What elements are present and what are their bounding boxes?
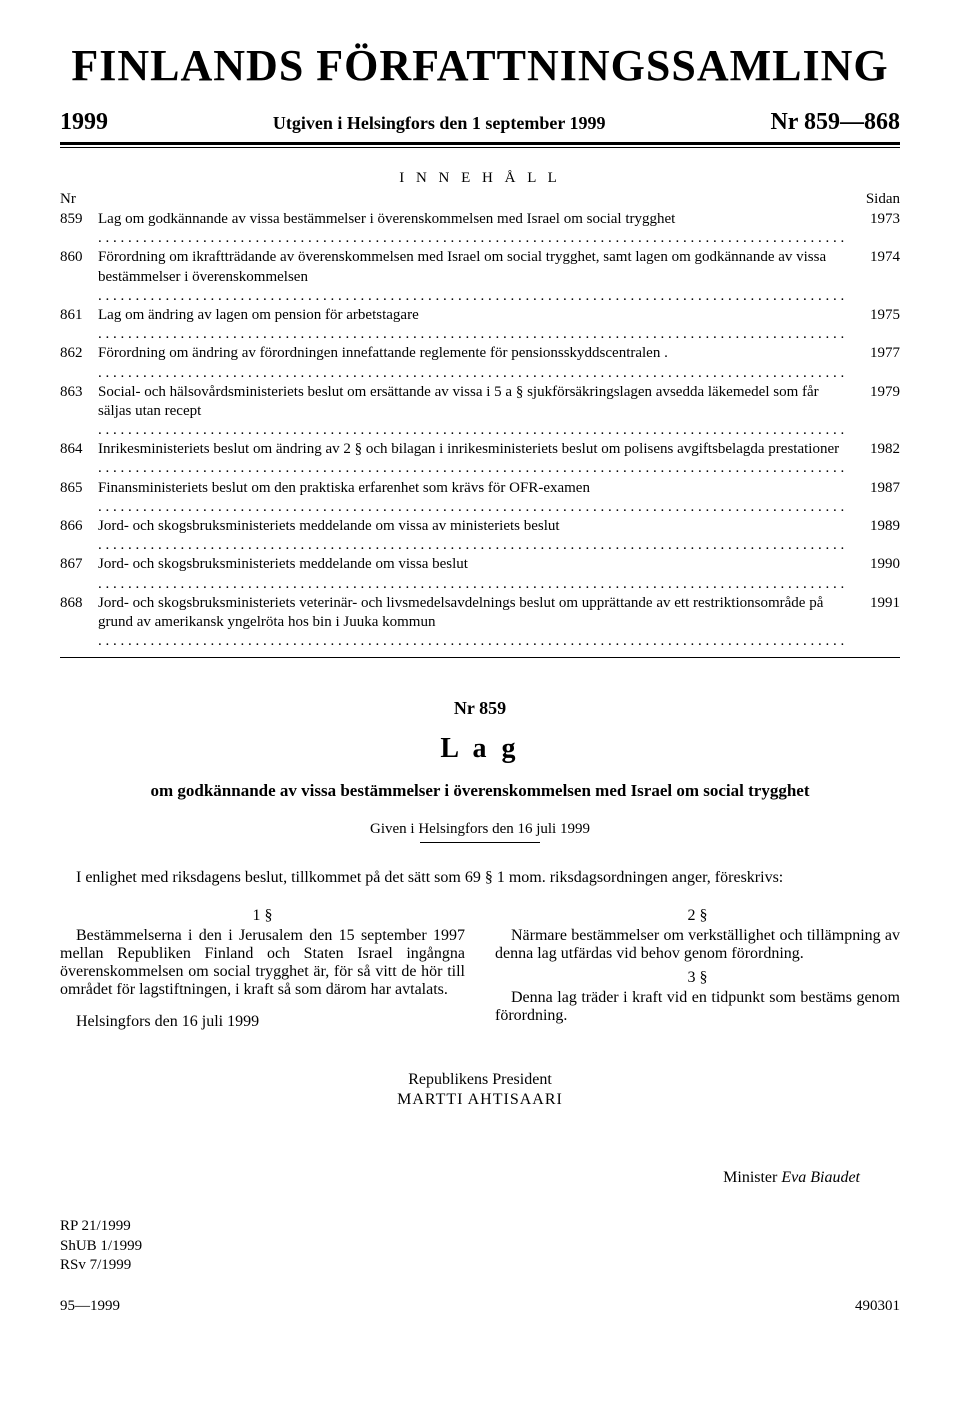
- minister-signature: Minister Eva Biaudet: [60, 1169, 900, 1187]
- issue-number-range: Nr 859—868: [770, 109, 900, 136]
- toc-item-text: Finansministeriets beslut om den praktis…: [98, 479, 854, 517]
- ref-rp: RP 21/1999: [60, 1217, 900, 1237]
- issue-subheader: 1999 Utgiven i Helsingfors den 1 septemb…: [60, 109, 900, 136]
- toc-item-text: Förordning om ikraftträdande av överensk…: [98, 248, 854, 306]
- act-body-columns: 1 § Bestämmelserna i den i Jerusalem den…: [60, 901, 900, 1031]
- page-footer: 95—1999 490301: [60, 1298, 900, 1315]
- toc-item-page: 1979: [854, 383, 900, 402]
- toc-item-nr: 864: [60, 440, 98, 459]
- ref-shub: ShUB 1/1999: [60, 1237, 900, 1257]
- act-given: Given i Helsingfors den 16 juli 1999: [60, 821, 900, 838]
- act-preamble: I enlighet med riksdagens beslut, tillko…: [60, 869, 900, 887]
- toc-body: 859Lag om godkännande av vissa bestämmel…: [60, 210, 900, 651]
- toc-item-page: 1991: [854, 594, 900, 613]
- toc-row: 864Inrikesministeriets beslut om ändring…: [60, 440, 900, 478]
- toc-bottom-rule: [60, 657, 900, 658]
- toc-heading: I N N E H Å L L: [60, 170, 900, 187]
- signed-place: Helsingfors den 16 juli 1999: [60, 1013, 465, 1031]
- act-col-right: 2 § Närmare bestämmelser om verkställigh…: [495, 901, 900, 1031]
- toc-item-nr: 862: [60, 344, 98, 363]
- president-title: Republikens President: [60, 1071, 900, 1089]
- toc-item-text: Jord- och skogsbruksministeriets veterin…: [98, 594, 854, 652]
- toc-item-nr: 863: [60, 383, 98, 402]
- section-2-num: 2 §: [495, 907, 900, 925]
- header-rule: [60, 142, 900, 148]
- year: 1999: [60, 109, 108, 136]
- reference-block: RP 21/1999 ShUB 1/1999 RSv 7/1999: [60, 1217, 900, 1276]
- toc-item-page: 1977: [854, 344, 900, 363]
- toc-item-page: 1974: [854, 248, 900, 267]
- toc-row: 865Finansministeriets beslut om den prak…: [60, 479, 900, 517]
- toc-item-nr: 860: [60, 248, 98, 267]
- toc-row: 868Jord- och skogsbruksministeriets vete…: [60, 594, 900, 652]
- toc-item-text: Jord- och skogsbruksministeriets meddela…: [98, 517, 854, 555]
- toc-row: 860Förordning om ikraftträdande av övere…: [60, 248, 900, 306]
- footer-right: 490301: [855, 1298, 900, 1315]
- toc-page-label: Sidan: [866, 191, 900, 208]
- section-3-num: 3 §: [495, 969, 900, 987]
- minister-text: Minister Eva Biaudet: [723, 1169, 860, 1186]
- president-name: MARTTI AHTISAARI: [60, 1091, 900, 1109]
- toc-row: 861Lag om ändring av lagen om pension fö…: [60, 306, 900, 344]
- footer-left: 95—1999: [60, 1298, 120, 1315]
- issued-line: Utgiven i Helsingfors den 1 september 19…: [273, 113, 606, 134]
- toc-item-nr: 868: [60, 594, 98, 613]
- toc-row: 859Lag om godkännande av vissa bestämmel…: [60, 210, 900, 248]
- toc-row: 867Jord- och skogsbruksministeriets medd…: [60, 555, 900, 593]
- act-number: Nr 859: [60, 698, 900, 719]
- toc-item-nr: 865: [60, 479, 98, 498]
- act-col-left: 1 § Bestämmelserna i den i Jerusalem den…: [60, 901, 465, 1031]
- act-title: om godkännande av vissa bestämmelser i ö…: [60, 781, 900, 801]
- toc-item-nr: 859: [60, 210, 98, 229]
- section-1-text: Bestämmelserna i den i Jerusalem den 15 …: [60, 927, 465, 999]
- toc-row: 862Förordning om ändring av förordningen…: [60, 344, 900, 382]
- toc-item-page: 1987: [854, 479, 900, 498]
- section-3-text: Denna lag träder i kraft vid en tidpunkt…: [495, 989, 900, 1025]
- toc-item-nr: 861: [60, 306, 98, 325]
- toc-item-text: Förordning om ändring av förordningen in…: [98, 344, 854, 382]
- ref-rsv: RSv 7/1999: [60, 1256, 900, 1276]
- toc-item-page: 1989: [854, 517, 900, 536]
- section-1-num: 1 §: [60, 907, 465, 925]
- toc-item-page: 1990: [854, 555, 900, 574]
- collection-title: FINLANDS FÖRFATTNINGSSAMLING: [60, 40, 900, 91]
- president-signature: Republikens President MARTTI AHTISAARI: [60, 1071, 900, 1109]
- toc-item-text: Lag om godkännande av vissa bestämmelser…: [98, 210, 854, 248]
- section-2-text: Närmare bestämmelser om verkställighet o…: [495, 927, 900, 963]
- toc-item-nr: 866: [60, 517, 98, 536]
- act-given-rule: [420, 842, 540, 843]
- toc-item-text: Lag om ändring av lagen om pension för a…: [98, 306, 854, 344]
- toc-item-page: 1973: [854, 210, 900, 229]
- toc-item-page: 1982: [854, 440, 900, 459]
- toc-item-page: 1975: [854, 306, 900, 325]
- toc-item-text: Jord- och skogsbruksministeriets meddela…: [98, 555, 854, 593]
- toc-row: 866Jord- och skogsbruksministeriets medd…: [60, 517, 900, 555]
- toc-header-row: Nr Sidan: [60, 191, 900, 208]
- toc-item-nr: 867: [60, 555, 98, 574]
- toc-nr-label: Nr: [60, 191, 76, 208]
- minister-name: Eva Biaudet: [781, 1169, 860, 1186]
- toc-row: 863Social- och hälsovårdsministeriets be…: [60, 383, 900, 441]
- toc-item-text: Inrikesministeriets beslut om ändring av…: [98, 440, 854, 478]
- act-type: L a g: [60, 733, 900, 765]
- toc-item-text: Social- och hälsovårdsministeriets beslu…: [98, 383, 854, 441]
